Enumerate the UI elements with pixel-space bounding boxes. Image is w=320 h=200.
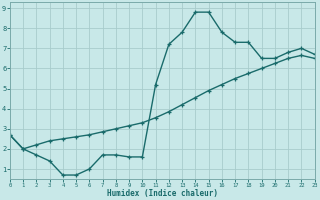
X-axis label: Humidex (Indice chaleur): Humidex (Indice chaleur) xyxy=(107,189,218,198)
